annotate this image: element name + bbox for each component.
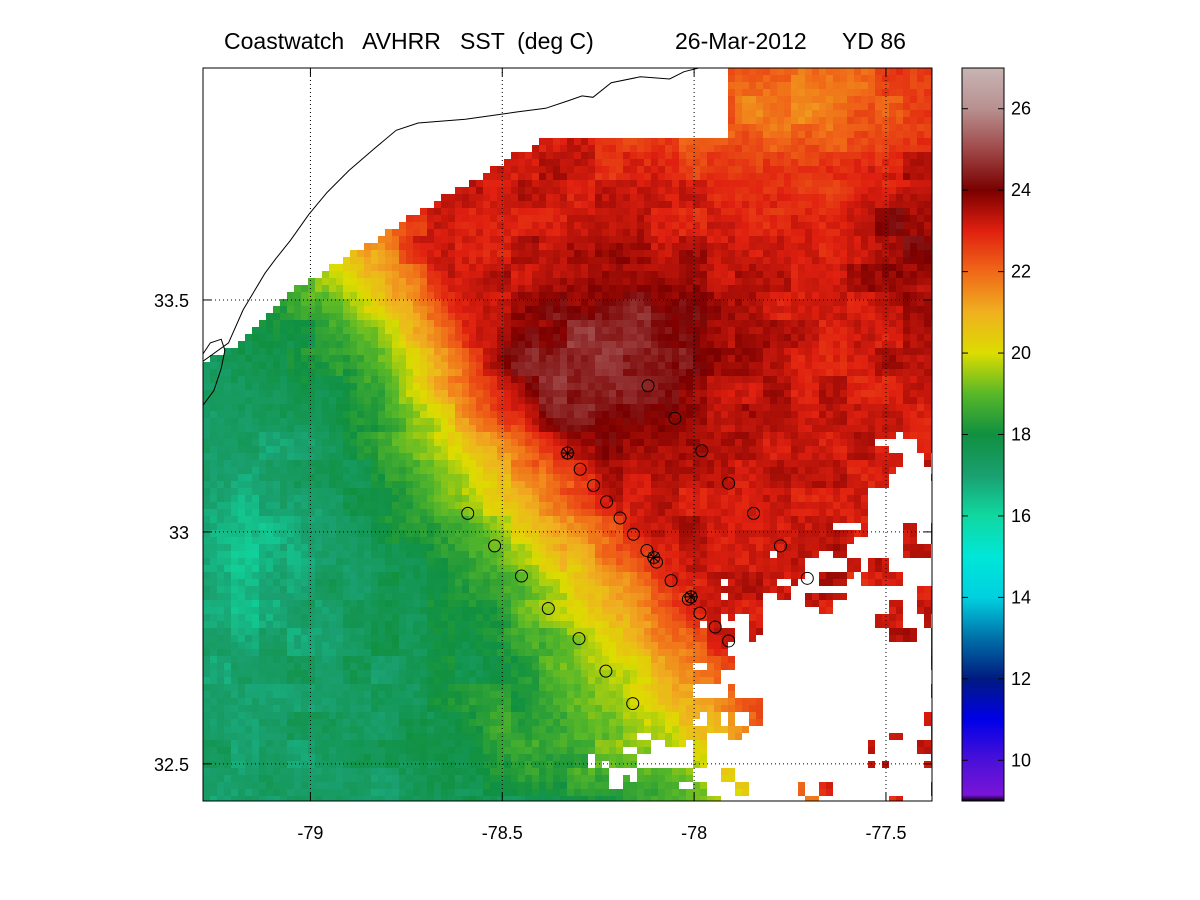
station-circle (613, 511, 627, 525)
station-circle (572, 632, 586, 646)
station-circle (599, 664, 613, 678)
station-circle (573, 462, 587, 476)
coastline (203, 68, 699, 406)
station-circle (693, 606, 707, 620)
colorbar-tick-label: 12 (1011, 669, 1031, 689)
station-circle (773, 539, 787, 553)
station-circle (488, 539, 502, 553)
coastline-path (203, 68, 699, 362)
map-frame (202, 67, 933, 802)
station-circle (626, 697, 640, 711)
map-title: Coastwatch AVHRR SST (deg C) 26-Mar-2012… (0, 28, 1200, 58)
estuary-path (203, 338, 226, 406)
starred-station (646, 550, 661, 565)
x-tick-label: -78.5 (482, 823, 523, 843)
y-tick-label: 33 (169, 523, 189, 543)
station-circle (587, 479, 601, 493)
colorbar-tick-label: 18 (1011, 425, 1031, 445)
colorbar-ramp (961, 67, 1005, 802)
colorbar-tick-label: 20 (1011, 343, 1031, 363)
station-markers (461, 379, 814, 711)
station-circle (800, 571, 814, 585)
colorbar-tick-label: 22 (1011, 262, 1031, 282)
colorbar-tick-label: 26 (1011, 99, 1031, 119)
y-tick-label: 33.5 (154, 291, 189, 311)
station-circle (708, 620, 722, 634)
station-circle (722, 476, 736, 490)
station-circle (640, 543, 654, 557)
x-tick-label: -79 (297, 823, 323, 843)
station-circle (695, 444, 709, 458)
station-circle (461, 506, 475, 520)
colorbar-ticks: 10 12 14 16 18 20 22 24 26 (962, 99, 1031, 770)
station-circle (664, 574, 678, 588)
colorbar-tick-label: 10 (1011, 750, 1031, 770)
starred-station (684, 589, 699, 604)
station-circle (747, 506, 761, 520)
y-tick-label: 32.5 (154, 755, 189, 775)
colorbar: 10 12 14 16 18 20 22 24 26 (961, 67, 1031, 802)
station-circle (514, 569, 528, 583)
station-circle (626, 527, 640, 541)
station-circle (668, 411, 682, 425)
sst-raster (203, 68, 932, 801)
title-product: Coastwatch AVHRR SST (deg C) (224, 28, 594, 54)
station-circle (681, 592, 695, 606)
title-yearday: YD 86 (842, 28, 906, 54)
title-date: 26-Mar-2012 (675, 28, 807, 54)
colorbar-tick-label: 16 (1011, 506, 1031, 526)
colorbar-tick-label: 24 (1011, 180, 1031, 200)
x-tick-label: -78 (681, 823, 707, 843)
station-circle (541, 601, 555, 615)
station-circle (722, 634, 736, 648)
grid-lines (203, 68, 932, 801)
x-tick-label: -77.5 (865, 823, 906, 843)
map-axes: -79 -78.5 -78 -77.5 32.5 33 33.5 (154, 68, 932, 843)
sst-field (203, 68, 932, 801)
station-circle (641, 379, 655, 393)
station-circle (600, 495, 614, 509)
starred-station (560, 446, 575, 461)
colorbar-tick-label: 14 (1011, 587, 1031, 607)
